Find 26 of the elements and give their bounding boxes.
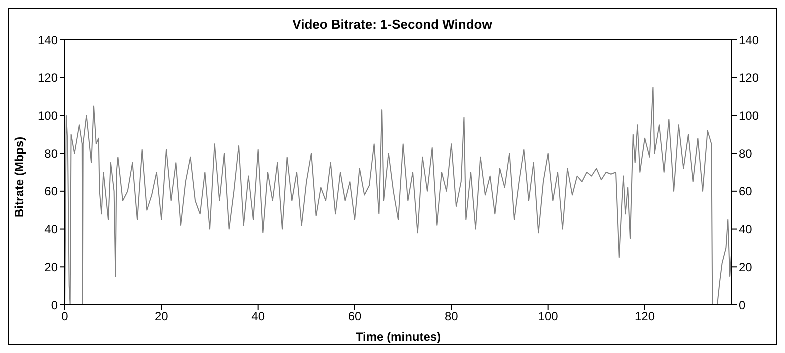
y2-tick-label: 80 [739,146,753,161]
y-tick-label: 20 [44,260,58,274]
y-tick-label: 80 [44,146,58,161]
y-tick-label: 140 [38,33,58,48]
y2-tick-label: 0 [739,298,746,312]
x-tick-label: 20 [154,310,169,324]
x-tick-label: 40 [252,310,266,324]
x-tick-label: 80 [444,310,459,324]
x-tick-label: 120 [634,310,656,324]
x-tick-label: 60 [348,310,362,324]
y2-tick-label: 20 [739,260,753,274]
y-tick-label: 120 [38,71,58,86]
y-tick-label: 100 [38,108,58,123]
chart-title: Video Bitrate: 1-Second Window [292,16,494,34]
y-tick-label: 60 [44,184,58,199]
x-axis-title: Time (minutes) [356,330,442,344]
y-tick-label: 0 [51,298,58,312]
y2-tick-label: 60 [739,184,753,199]
y2-tick-label: 120 [739,71,760,86]
y-axis-title: Bitrate (Mbps) [12,136,26,218]
y2-tick-label: 40 [739,222,753,237]
y2-tick-label: 140 [739,33,760,48]
y-tick-label: 40 [44,222,58,237]
y2-tick-label: 100 [739,108,760,123]
x-tick-label: 100 [538,310,559,324]
x-tick-label: 0 [62,310,69,324]
